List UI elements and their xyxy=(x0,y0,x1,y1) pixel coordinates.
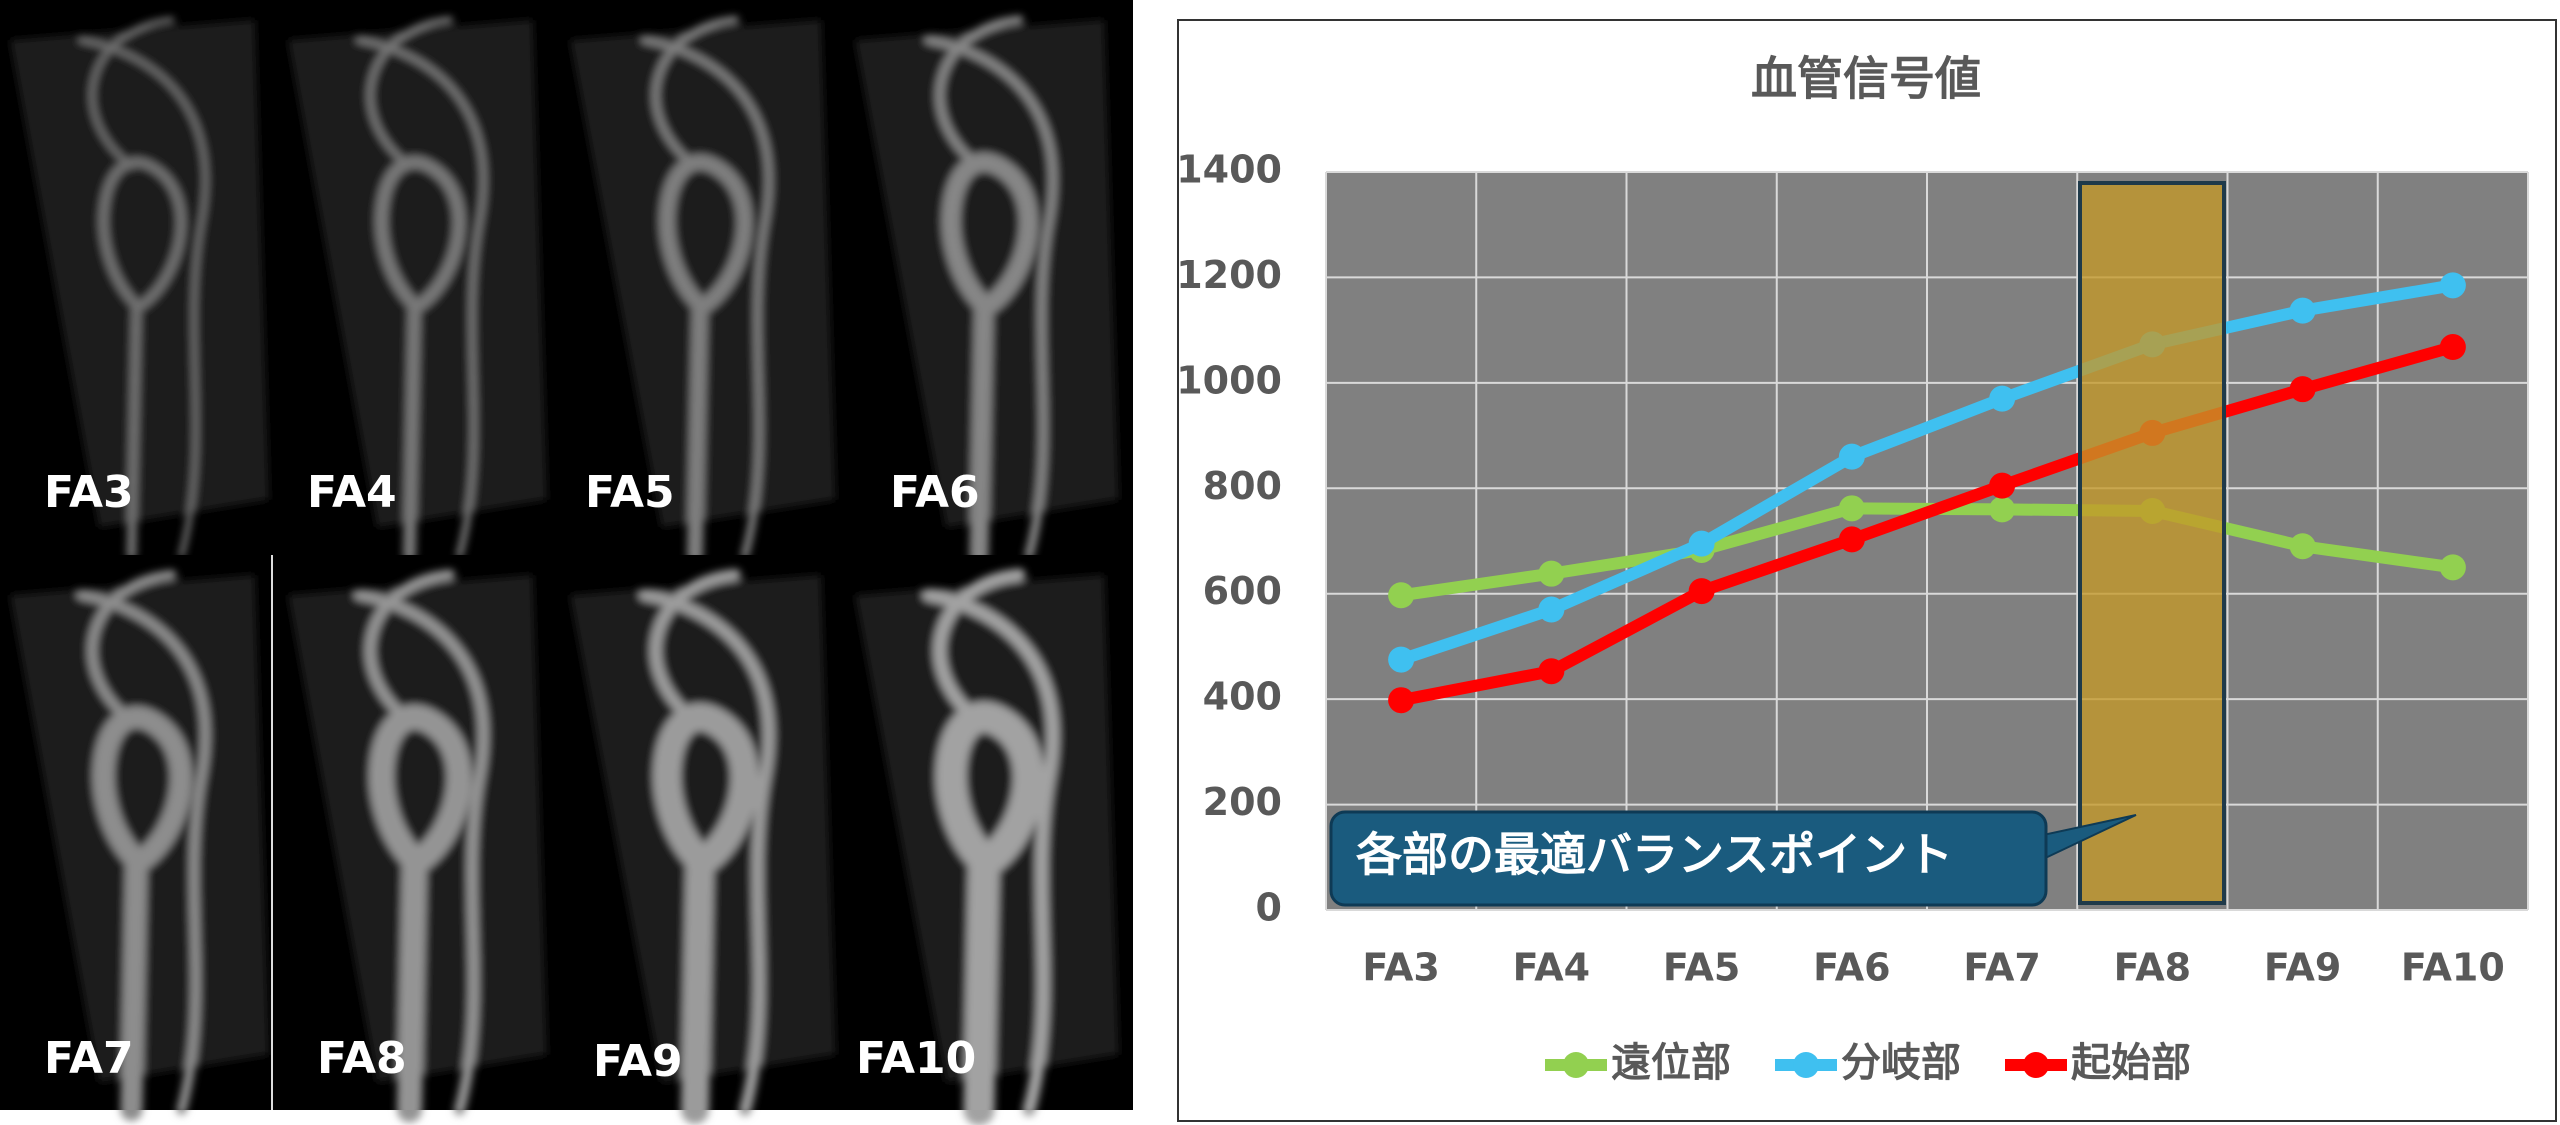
vessels xyxy=(10,17,269,560)
highlight-box xyxy=(2078,181,2226,905)
vessel xyxy=(369,704,472,1123)
vessel xyxy=(76,590,211,1115)
data-point xyxy=(1538,658,1565,685)
x-tick-label: FA4 xyxy=(1513,946,1590,990)
y-tick-label: 800 xyxy=(1203,464,1282,508)
data-point xyxy=(1989,472,2016,499)
vessel xyxy=(366,16,453,170)
data-point xyxy=(2439,334,2466,361)
data-point xyxy=(2289,533,2316,560)
vessels xyxy=(570,16,836,563)
image-label: FA10 xyxy=(856,1033,976,1084)
vessels xyxy=(10,570,269,1121)
y-tick-label: 600 xyxy=(1203,569,1282,613)
data-point xyxy=(1989,385,2016,412)
y-tick-label: 1000 xyxy=(1176,358,1282,402)
vessel xyxy=(354,589,489,1116)
vessels xyxy=(288,569,547,1123)
vessel xyxy=(941,152,1039,565)
legend-label: 起始部 xyxy=(2071,1040,2191,1086)
image-label: FA4 xyxy=(307,467,397,518)
y-tick-label: 1200 xyxy=(1176,253,1282,297)
image-panel: FA6 xyxy=(845,0,1133,565)
chart-title: 血管信号値 xyxy=(1751,52,1981,106)
y-tick-label: 200 xyxy=(1203,780,1282,824)
vessels xyxy=(855,15,1119,565)
vessel xyxy=(641,36,773,559)
vessel xyxy=(375,155,466,562)
vessels xyxy=(288,16,547,562)
vessel xyxy=(935,701,1045,1125)
legend-label: 分岐部 xyxy=(1841,1040,1961,1086)
y-tick-label: 1400 xyxy=(1176,148,1282,192)
x-tick-label: FA10 xyxy=(2401,946,2505,990)
data-point xyxy=(2289,297,2316,324)
vessel xyxy=(98,157,187,560)
vessel xyxy=(78,37,209,558)
x-tick-label: FA5 xyxy=(1663,946,1740,990)
series-line xyxy=(1399,279,2454,666)
vessel xyxy=(933,568,1026,728)
vessel xyxy=(651,16,739,171)
data-point xyxy=(1688,530,1715,557)
data-point xyxy=(1538,560,1565,587)
vessel xyxy=(659,154,753,563)
callout-text: 各部の最適バランスポイント xyxy=(1356,828,1953,882)
image-label: FA3 xyxy=(44,467,134,518)
legend-marker xyxy=(1563,1052,1589,1078)
legend-label: 遠位部 xyxy=(1611,1040,1731,1086)
data-point xyxy=(2289,376,2316,403)
vessels xyxy=(570,569,836,1124)
legend-marker xyxy=(1793,1052,1819,1078)
callout-box xyxy=(1329,810,2048,907)
vessel xyxy=(92,706,193,1121)
vessel xyxy=(922,588,1060,1117)
legend-marker xyxy=(2023,1052,2049,1078)
x-tick-label: FA9 xyxy=(2264,946,2341,990)
vessel xyxy=(364,569,455,727)
vessel xyxy=(649,569,741,728)
image-grid: FA3 FA4 FA5 FA6 FA7 FA8 FA9 FA10 xyxy=(0,0,1133,1125)
vessel xyxy=(639,589,775,1116)
data-point xyxy=(2439,554,2466,581)
image-label: FA7 xyxy=(44,1033,134,1084)
data-point xyxy=(1838,443,1865,470)
vessel xyxy=(924,35,1058,560)
image-label: FA8 xyxy=(317,1033,407,1084)
image-panel: FA10 xyxy=(845,555,1133,1125)
vessel xyxy=(356,36,487,559)
vessel xyxy=(653,703,759,1124)
data-point xyxy=(1388,646,1415,673)
image-label: FA6 xyxy=(890,467,980,518)
data-point xyxy=(1989,496,2016,523)
data-point xyxy=(2439,272,2466,299)
series-line xyxy=(1399,341,2455,707)
x-tick-label: FA8 xyxy=(2114,946,2191,990)
x-tick-label: FA6 xyxy=(1813,946,1890,990)
data-point xyxy=(1388,687,1415,714)
data-point xyxy=(1838,526,1865,553)
data-point xyxy=(1388,582,1415,609)
image-panel: FA3 xyxy=(0,0,283,560)
vessel xyxy=(935,15,1024,171)
data-point xyxy=(1538,596,1565,623)
y-tick-label: 0 xyxy=(1256,886,1282,930)
image-panel: FA5 xyxy=(560,0,850,563)
image-panel: FA4 xyxy=(278,0,561,562)
x-tick-label: FA7 xyxy=(1963,946,2040,990)
image-label: FA5 xyxy=(585,467,675,518)
image-panel: FA9 xyxy=(560,555,850,1124)
vessels xyxy=(855,568,1119,1125)
image-label: FA9 xyxy=(593,1036,683,1087)
vessel xyxy=(87,570,177,727)
data-point xyxy=(1688,578,1715,605)
image-panel: FA7 xyxy=(0,555,283,1121)
data-point xyxy=(1838,495,1865,522)
chart: 0 200 400 600 800 1000 1200 1400 FA3 FA4 FA5 FA6 FA7… xyxy=(1176,148,2529,1086)
y-tick-label: 400 xyxy=(1203,675,1282,719)
x-tick-label: FA3 xyxy=(1362,946,1439,990)
vessel xyxy=(89,17,175,170)
image-panel: FA8 xyxy=(278,555,561,1123)
